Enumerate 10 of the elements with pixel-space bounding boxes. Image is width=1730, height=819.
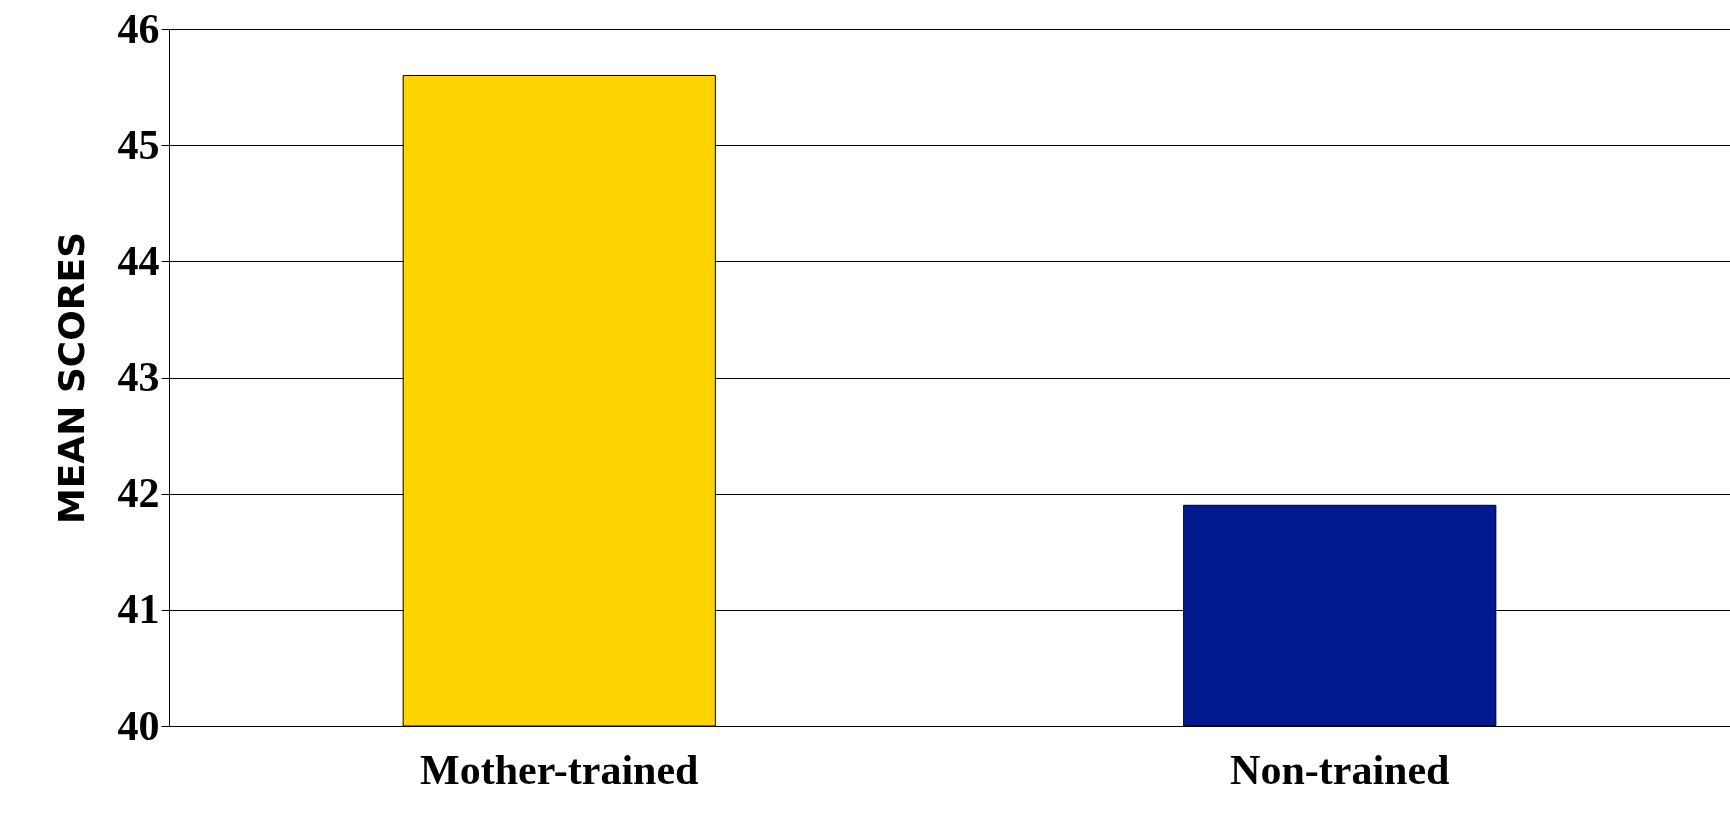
y-tick-label: 45 <box>117 121 160 168</box>
x-tick-label: Non-trained <box>1230 746 1450 793</box>
y-tick-label: 44 <box>117 237 160 284</box>
y-tick-label: 40 <box>117 702 160 749</box>
y-axis-title: MEAN SCORES <box>50 231 92 525</box>
y-tick-label: 43 <box>117 354 160 400</box>
x-tick-label: Mother-trained <box>420 746 699 793</box>
y-tick-label: 42 <box>117 470 160 517</box>
y-tick-label: 46 <box>117 5 160 52</box>
y-tick-label: 41 <box>117 586 160 633</box>
